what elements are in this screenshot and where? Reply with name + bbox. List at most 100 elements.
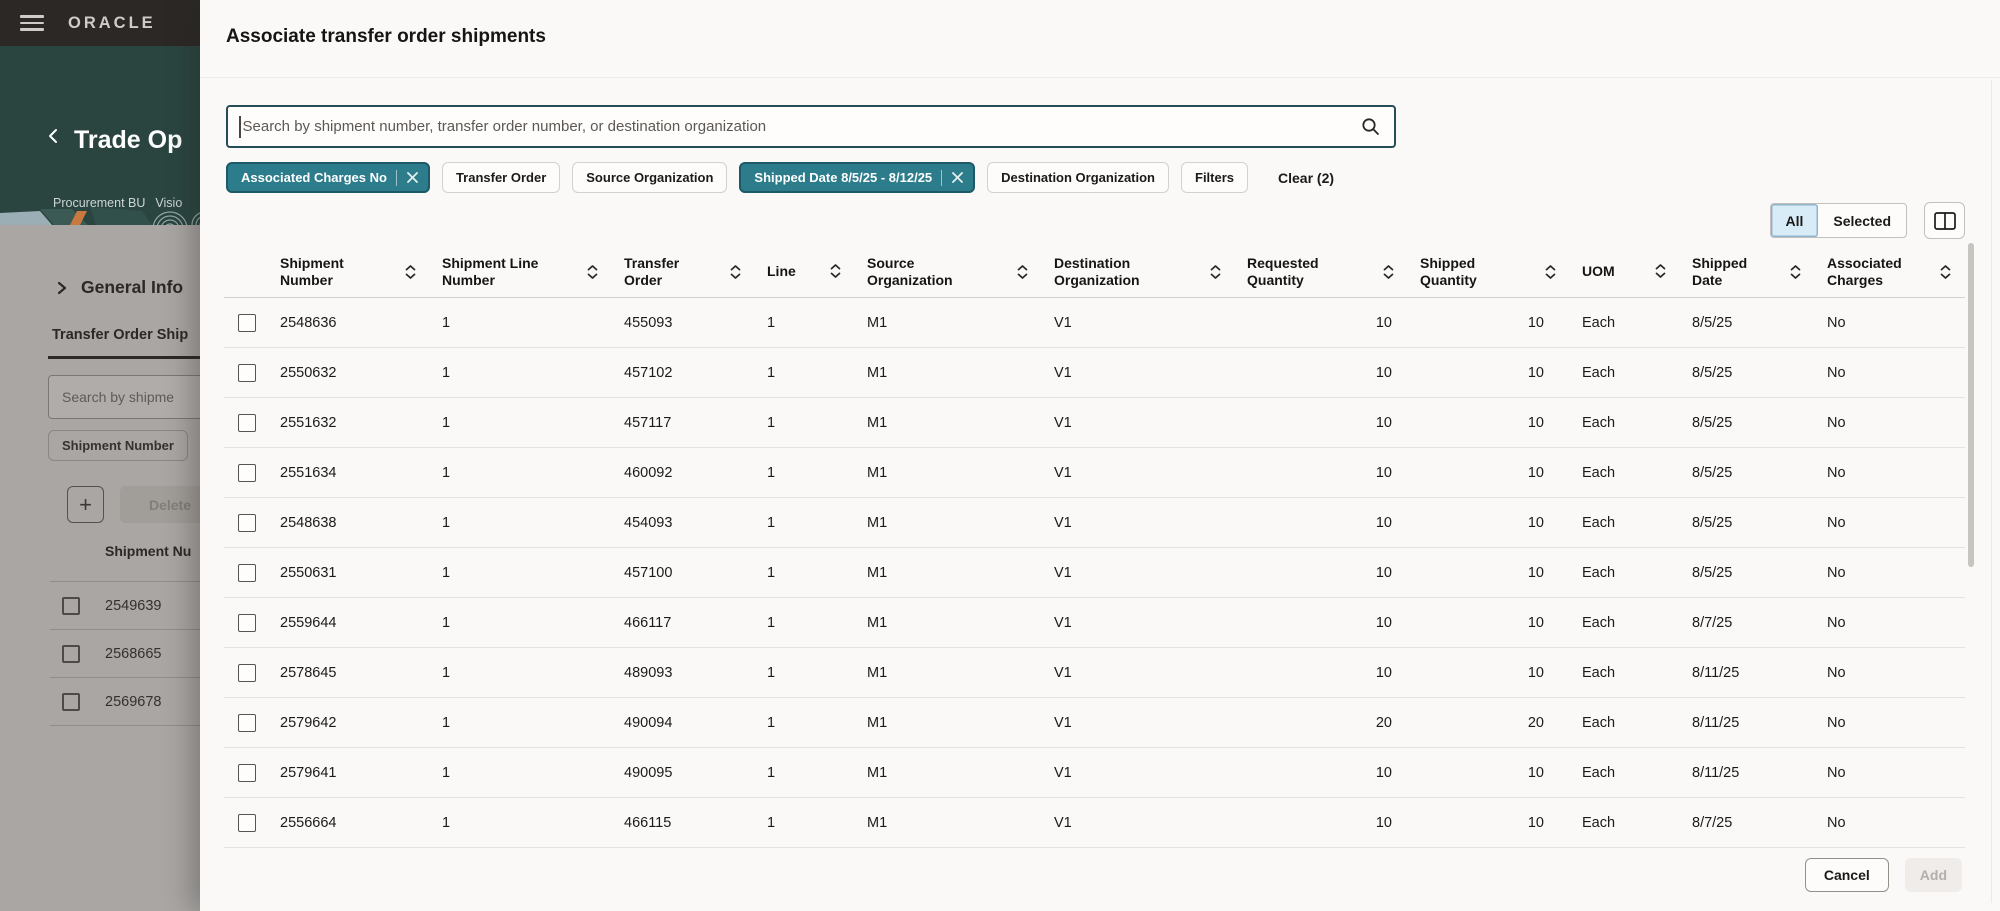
sort-icon[interactable] bbox=[830, 264, 841, 279]
row-checkbox[interactable] bbox=[238, 613, 256, 632]
source-organization-cell: M1 bbox=[867, 364, 888, 381]
row-checkbox[interactable] bbox=[238, 363, 256, 382]
table-row[interactable]: 2551632 1 457117 1 M1 V1 10 10 Each 8/5/… bbox=[224, 398, 1965, 448]
transfer-order-cell: 454093 bbox=[624, 514, 673, 531]
shipped-quantity-cell: 10 bbox=[1527, 814, 1544, 831]
filter-chip[interactable]: Shipped Date 8/5/25 - 8/12/25 bbox=[739, 162, 976, 193]
filter-bar: Associated Charges No Transfer Order Sou… bbox=[226, 162, 1334, 193]
sort-icon[interactable] bbox=[1655, 264, 1666, 279]
split-panel-icon bbox=[1933, 211, 1956, 230]
table-row[interactable]: 2559644 1 466117 1 M1 V1 10 10 Each 8/7/… bbox=[224, 598, 1965, 648]
row-checkbox[interactable] bbox=[238, 763, 256, 782]
search-icon[interactable] bbox=[1361, 117, 1380, 136]
table-row[interactable]: 2550632 1 457102 1 M1 V1 10 10 Each 8/5/… bbox=[224, 348, 1965, 398]
column-header[interactable]: Requested Quantity bbox=[1235, 255, 1408, 289]
page-title: Trade Op bbox=[74, 126, 183, 154]
row-checkbox[interactable] bbox=[238, 713, 256, 732]
column-header[interactable]: Transfer Order bbox=[612, 255, 755, 289]
shipped-date-cell: 8/5/25 bbox=[1692, 464, 1733, 481]
column-header[interactable]: Shipped Quantity bbox=[1408, 255, 1570, 289]
vertical-scrollbar[interactable] bbox=[1968, 243, 1974, 567]
cancel-button[interactable]: Cancel bbox=[1804, 858, 1889, 892]
column-header[interactable]: Destination Organization bbox=[1042, 255, 1235, 289]
remove-filter-icon[interactable] bbox=[941, 169, 964, 186]
shipment-search-bar[interactable] bbox=[226, 105, 1396, 148]
sort-icon[interactable] bbox=[1210, 264, 1221, 279]
table-row[interactable]: 2551634 1 460092 1 M1 V1 10 10 Each 8/5/… bbox=[224, 448, 1965, 498]
row-checkbox[interactable] bbox=[238, 563, 256, 582]
chevron-right-icon bbox=[57, 281, 67, 294]
sidebar-filter-chip: Shipment Number bbox=[48, 430, 188, 461]
associated-charges-cell: No bbox=[1827, 614, 1846, 631]
column-header-label: Shipment Line Number bbox=[442, 254, 539, 288]
column-header[interactable]: Shipment Line Number bbox=[430, 255, 612, 289]
column-header-label: Transfer Order bbox=[624, 254, 680, 288]
table-row[interactable]: 2548638 1 454093 1 M1 V1 10 10 Each 8/5/… bbox=[224, 498, 1965, 548]
sort-icon[interactable] bbox=[405, 264, 416, 279]
table-row[interactable]: 2556664 1 466115 1 M1 V1 10 10 Each 8/7/… bbox=[224, 798, 1965, 848]
shipment-number-cell: 2549639 bbox=[105, 597, 162, 614]
shipment-number-cell: 2550631 bbox=[280, 564, 337, 581]
table-row[interactable]: 2578645 1 489093 1 M1 V1 10 10 Each 8/11… bbox=[224, 648, 1965, 698]
table-toolbar: All Selected bbox=[1769, 202, 1965, 239]
row-checkbox[interactable] bbox=[238, 663, 256, 682]
shipped-quantity-cell: 10 bbox=[1527, 614, 1544, 631]
column-header[interactable]: Shipment Number bbox=[268, 255, 430, 289]
sort-icon[interactable] bbox=[1017, 264, 1028, 279]
row-checkbox[interactable] bbox=[238, 513, 256, 532]
row-checkbox[interactable] bbox=[238, 813, 256, 832]
toggle-selected[interactable]: Selected bbox=[1833, 212, 1891, 229]
line-cell: 1 bbox=[767, 314, 776, 331]
table-row[interactable]: 2579641 1 490095 1 M1 V1 10 10 Each 8/11… bbox=[224, 748, 1965, 798]
sidebar-table-row: 2569678 bbox=[50, 678, 200, 726]
shipments-table: Shipment Number Shipment Line Number bbox=[224, 246, 1965, 848]
add-button[interactable]: Add bbox=[1904, 858, 1962, 892]
shipment-line-number-cell: 1 bbox=[442, 514, 451, 531]
row-checkbox[interactable] bbox=[238, 463, 256, 482]
table-row[interactable]: 2579642 1 490094 1 M1 V1 20 20 Each 8/11… bbox=[224, 698, 1965, 748]
uom-cell: Each bbox=[1582, 514, 1616, 531]
remove-filter-icon[interactable] bbox=[395, 169, 419, 186]
sort-icon[interactable] bbox=[1545, 264, 1556, 279]
sort-icon[interactable] bbox=[1940, 264, 1951, 279]
sort-icon[interactable] bbox=[730, 264, 741, 279]
source-organization-cell: M1 bbox=[867, 614, 888, 631]
page-subtitle: Procurement BU Visio bbox=[53, 196, 182, 210]
back-icon[interactable] bbox=[46, 128, 62, 149]
shipped-date-cell: 8/5/25 bbox=[1692, 314, 1733, 331]
column-header[interactable]: UOM bbox=[1570, 263, 1680, 280]
column-header[interactable]: Line bbox=[755, 263, 855, 280]
column-header[interactable]: Shipped Date bbox=[1680, 255, 1815, 289]
shipment-number-cell: 2559644 bbox=[280, 614, 337, 631]
menu-icon[interactable] bbox=[20, 15, 44, 31]
filter-chip[interactable]: Associated Charges No bbox=[226, 162, 430, 193]
filter-chip[interactable]: Destination Organization bbox=[987, 162, 1169, 193]
drawer-title: Associate transfer order shipments bbox=[226, 26, 546, 47]
row-checkbox bbox=[62, 644, 80, 663]
sort-icon[interactable] bbox=[1790, 264, 1801, 279]
column-header[interactable]: Associated Charges bbox=[1815, 255, 1965, 289]
transfer-order-cell: 457102 bbox=[624, 364, 673, 381]
filter-chip[interactable]: Filters bbox=[1181, 162, 1249, 193]
column-header[interactable]: Source Organization bbox=[855, 255, 1042, 289]
table-row[interactable]: 2548636 1 455093 1 M1 V1 10 10 Each 8/5/… bbox=[224, 298, 1965, 348]
row-checkbox[interactable] bbox=[238, 313, 256, 332]
search-input[interactable] bbox=[242, 118, 1361, 135]
table-row[interactable]: 2550631 1 457100 1 M1 V1 10 10 Each 8/5/… bbox=[224, 548, 1965, 598]
row-checkbox[interactable] bbox=[238, 413, 256, 432]
filter-chip[interactable]: Transfer Order bbox=[441, 162, 561, 193]
sort-icon[interactable] bbox=[1383, 264, 1394, 279]
delete-button: Delete bbox=[120, 486, 200, 523]
sort-icon[interactable] bbox=[587, 264, 598, 279]
uom-cell: Each bbox=[1582, 664, 1616, 681]
uom-cell: Each bbox=[1582, 614, 1616, 631]
clear-filters-link[interactable]: Clear (2) bbox=[1278, 169, 1335, 186]
shipped-quantity-cell: 10 bbox=[1527, 564, 1544, 581]
filter-chip-label: Source Organization bbox=[586, 170, 714, 185]
shipment-line-number-cell: 1 bbox=[442, 464, 451, 481]
business-unit-label: Procurement BU bbox=[53, 196, 146, 210]
filter-chip[interactable]: Source Organization bbox=[572, 162, 728, 193]
split-panel-button[interactable] bbox=[1924, 202, 1965, 239]
table-body: 2548636 1 455093 1 M1 V1 10 10 Each 8/5/… bbox=[224, 298, 1965, 848]
toggle-all[interactable]: All bbox=[1770, 204, 1819, 237]
